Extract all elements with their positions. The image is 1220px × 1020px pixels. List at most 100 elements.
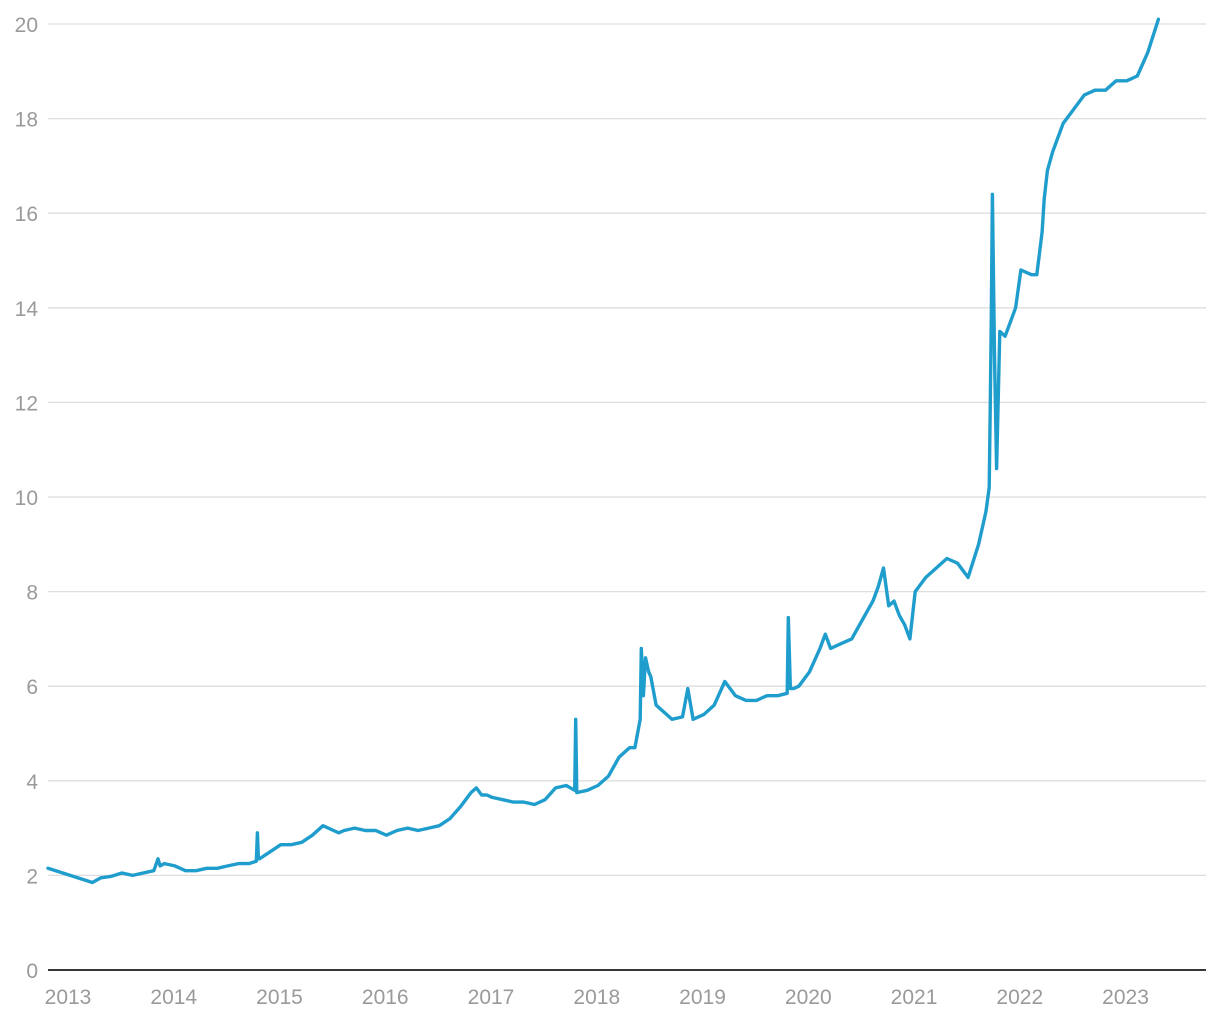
data-point [374, 828, 378, 832]
data-point [458, 805, 462, 809]
data-point [141, 871, 145, 875]
data-point [686, 687, 690, 691]
data-point [641, 694, 645, 698]
data-point [574, 717, 578, 721]
data-point [659, 708, 663, 712]
data-point [90, 880, 94, 884]
data-point [395, 828, 399, 832]
data-point [765, 694, 769, 698]
data-point [1093, 88, 1097, 92]
data-point [1156, 17, 1160, 21]
data-point [416, 828, 420, 832]
data-point [638, 717, 642, 721]
data-point [881, 566, 885, 570]
data-point [543, 798, 547, 802]
data-point [1019, 268, 1023, 272]
data-point [342, 828, 346, 832]
data-point [755, 698, 759, 702]
data-point [585, 788, 589, 792]
x-tick-label: 2022 [996, 986, 1043, 1009]
data-point [934, 566, 938, 570]
data-point [744, 698, 748, 702]
data-point [532, 802, 536, 806]
data-point [702, 713, 706, 717]
data-point [982, 519, 986, 523]
data-point [628, 746, 632, 750]
y-tick-label: 14 [15, 298, 39, 321]
data-point [649, 675, 653, 679]
data-point [279, 843, 283, 847]
data-point [892, 599, 896, 603]
data-point [480, 793, 484, 797]
data-point [247, 862, 251, 866]
data-point [1040, 230, 1044, 234]
x-tick-label: 2018 [573, 986, 620, 1009]
data-point [995, 467, 999, 471]
data-point [1003, 334, 1007, 338]
data-point [990, 192, 994, 196]
y-tick-label: 10 [15, 487, 38, 510]
x-tick-label: 2013 [45, 986, 92, 1009]
data-point [255, 831, 259, 835]
data-point [760, 696, 764, 700]
data-point [183, 869, 187, 873]
data-point [818, 646, 822, 650]
data-point [924, 575, 928, 579]
data-point [448, 817, 452, 821]
data-point [633, 746, 637, 750]
data-point [797, 684, 801, 688]
data-point [321, 824, 325, 828]
data-point [158, 864, 162, 868]
data-point [236, 862, 240, 866]
data-point [522, 800, 526, 804]
data-point [876, 585, 880, 589]
data-point [353, 826, 357, 830]
data-point [913, 590, 917, 594]
data-point [654, 703, 658, 707]
data-point [839, 642, 843, 646]
data-point [850, 637, 854, 641]
y-tick-label: 4 [26, 771, 38, 794]
x-tick-label: 2015 [256, 986, 303, 1009]
y-tick-label: 20 [15, 14, 38, 37]
data-point [46, 866, 50, 870]
data-point [152, 869, 156, 873]
y-tick-label: 2 [26, 865, 38, 888]
data-point [258, 857, 262, 861]
data-point [226, 864, 230, 868]
y-axis-labels: 0 2 4 6 8 10 12 14 16 18 20 [15, 14, 39, 983]
data-point [681, 715, 685, 719]
data-point [1072, 107, 1076, 111]
data-point [1125, 79, 1129, 83]
data-point [384, 833, 388, 837]
y-tick-label: 0 [26, 960, 38, 983]
data-point [109, 874, 113, 878]
data-point [1045, 169, 1049, 173]
data-point [887, 604, 891, 608]
data-point [908, 637, 912, 641]
x-axis-labels: 2013 2014 2015 2016 2017 2018 2019 2020 2021 2022… [45, 986, 1149, 1009]
data-point [644, 656, 648, 660]
data-point [501, 798, 505, 802]
data-point [807, 670, 811, 674]
data-point [1114, 79, 1118, 83]
x-tick-label: 2017 [468, 986, 515, 1009]
data-point [955, 561, 959, 565]
data-point [162, 862, 166, 866]
data-point [564, 784, 568, 788]
data-points [46, 17, 1160, 884]
data-point [215, 866, 219, 870]
data-point [363, 828, 367, 832]
data-point [1035, 273, 1039, 277]
data-point [156, 857, 160, 861]
data-point [712, 703, 716, 707]
data-point [617, 755, 621, 759]
data-point [1061, 121, 1065, 125]
data-point [785, 691, 789, 695]
data-point [1030, 273, 1034, 277]
data-point [268, 850, 272, 854]
data-point [474, 786, 478, 790]
x-tick-label: 2014 [150, 986, 197, 1009]
data-point [469, 791, 473, 795]
